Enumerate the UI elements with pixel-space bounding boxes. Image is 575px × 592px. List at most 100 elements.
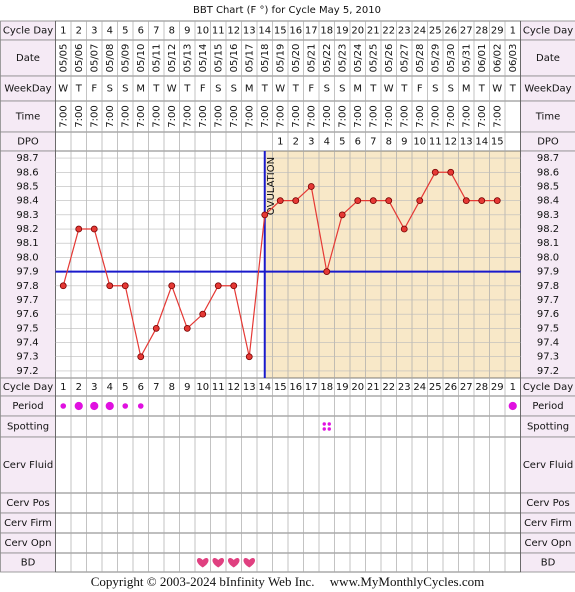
row-label: Cycle Day	[3, 382, 53, 393]
dpo: 12	[444, 137, 457, 148]
temperature-point	[230, 282, 238, 290]
dpo: 3	[308, 137, 314, 148]
y-tick-label: 97.6	[537, 309, 559, 320]
cycle-day: 14	[258, 382, 271, 393]
weekday: S	[339, 84, 345, 95]
weekday: M	[245, 84, 254, 95]
temperature-point	[307, 183, 315, 190]
cycle-day: 15	[274, 382, 287, 393]
cycle-day: 21	[367, 382, 380, 393]
y-tick-label: 98.0	[537, 252, 559, 263]
temperature-point	[354, 197, 362, 205]
time: 7:00	[322, 105, 333, 127]
cycle-day: 13	[243, 26, 256, 37]
cycle-day: 11	[212, 26, 225, 37]
weekday: W	[167, 84, 177, 95]
row-label: Cerv Fluid	[3, 460, 53, 471]
cycle-day: 26	[444, 382, 457, 393]
time: 7:00	[105, 105, 116, 127]
weekday: W	[58, 84, 68, 95]
cycle-day: 23	[398, 382, 411, 393]
y-tick-label: 97.5	[16, 323, 38, 334]
y-tick-label: 98.0	[16, 252, 38, 263]
date: 05/29	[430, 44, 441, 73]
time: 7:00	[89, 105, 100, 127]
dpo: 10	[413, 137, 426, 148]
period-dot	[90, 401, 99, 411]
temperature-point	[183, 324, 191, 332]
date: 06/01	[477, 44, 488, 73]
temperature-point	[292, 197, 300, 205]
time: 7:00	[58, 105, 69, 127]
temperature-point	[338, 211, 346, 219]
cycle-day: 14	[258, 26, 271, 37]
site-url: www.MyMonthlyCycles.com	[329, 574, 485, 589]
date: 05/17	[244, 44, 255, 73]
time: 7:00	[275, 105, 286, 127]
row-label-cell	[0, 436, 56, 494]
cycle-day: 3	[91, 382, 97, 393]
cycle-day: 1	[60, 26, 66, 37]
cycle-day: 16	[289, 382, 302, 393]
weekday: S	[432, 84, 438, 95]
row-label: Date	[16, 53, 40, 64]
cycle-day: 27	[460, 26, 473, 37]
cycle-day: 12	[227, 382, 240, 393]
date: 06/03	[508, 44, 519, 73]
footer: Copyright © 2003-2024 bInfinity Web Inc.…	[0, 574, 575, 590]
cycle-day: 10	[196, 26, 209, 37]
weekday: S	[324, 84, 330, 95]
y-tick-label: 98.2	[537, 224, 559, 235]
date: 05/23	[337, 44, 348, 73]
y-tick-label: 97.8	[537, 281, 559, 292]
bbt-chart: BBT Chart (F °) for Cycle May 5, 2010 Cy…	[0, 5, 575, 573]
date: 05/16	[229, 44, 240, 73]
weekday: T	[183, 84, 191, 95]
cycle-day: 26	[444, 26, 457, 37]
cycle-day: 3	[91, 26, 97, 37]
temperature-point	[75, 225, 83, 233]
cycle-day: 29	[491, 382, 504, 393]
row-label-cell	[520, 150, 575, 379]
cycle-day: 2	[76, 382, 82, 393]
cycle-day: 13	[243, 382, 256, 393]
row-label-cell	[520, 436, 575, 494]
cycle-day: 5	[122, 26, 128, 37]
y-tick-label: 97.9	[537, 267, 559, 278]
y-tick-label: 98.2	[16, 224, 38, 235]
cycle-day: 8	[169, 382, 175, 393]
cycle-day: 18	[320, 26, 333, 37]
time: 7:00	[182, 105, 193, 127]
row-label: DPO	[17, 137, 39, 148]
dpo: 2	[293, 137, 299, 148]
weekday: M	[136, 84, 145, 95]
cycle-day: 9	[184, 382, 190, 393]
y-tick-label: 97.5	[537, 323, 559, 334]
cycle-day: 6	[138, 26, 144, 37]
cycle-day: 22	[382, 26, 395, 37]
temperature-point	[276, 197, 284, 205]
row-label-cell	[520, 75, 575, 102]
cycle-day: 11	[212, 382, 225, 393]
time: 7:00	[136, 105, 147, 127]
spotting-dot	[322, 427, 326, 431]
cycle-day: 1	[510, 382, 516, 393]
chart-title: BBT Chart (F °) for Cycle May 5, 2010	[193, 5, 381, 16]
cycle-day: 1	[60, 382, 66, 393]
period-dot	[74, 401, 83, 411]
temperature-point	[385, 197, 393, 205]
temperature-point	[323, 268, 331, 275]
y-tick-label: 97.2	[537, 366, 559, 377]
temperature-point	[431, 168, 439, 176]
cycle-day: 8	[169, 26, 175, 37]
y-tick-label: 97.3	[16, 352, 38, 363]
temperature-point	[447, 168, 455, 176]
cycle-day: 24	[413, 382, 426, 393]
copyright: Copyright © 2003-2024 bInfinity Web Inc.	[90, 574, 315, 589]
time: 7:00	[430, 105, 441, 127]
y-tick-label: 98.7	[537, 153, 559, 164]
weekday: M	[353, 84, 362, 95]
date: 05/18	[260, 44, 271, 73]
temperature-point	[137, 353, 145, 361]
weekday: T	[152, 84, 160, 95]
